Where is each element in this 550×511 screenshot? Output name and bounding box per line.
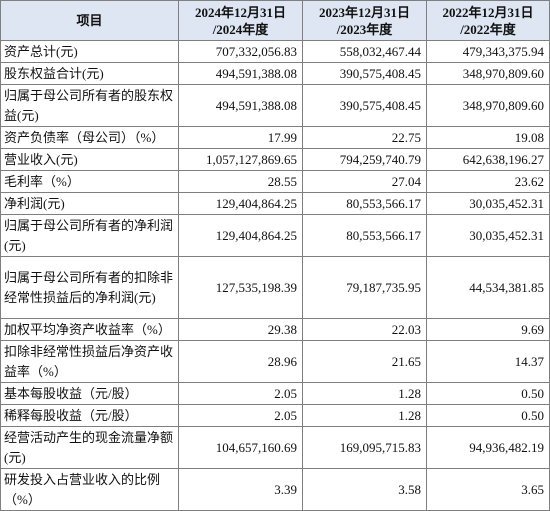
header-row: 项目 2024年12月31日 /2024年度 2023年12月31日 /2023… xyxy=(0,0,550,41)
row-label: 资产总计(元) xyxy=(0,40,179,63)
header-2023-date: 2023年12月31日 xyxy=(318,4,410,20)
table-row: 净利润(元) 129,404,864.25 80,553,566.17 30,0… xyxy=(0,192,550,215)
row-label: 归属于母公司所有者的扣除非经常性损益后的净利润(元) xyxy=(0,256,179,319)
value-2023: 79,187,735.95 xyxy=(302,256,427,319)
value-2024: 494,591,388.08 xyxy=(178,62,303,85)
table-row: 扣除非经常性损益后净资产收益率（%） 28.96 21.65 14.37 xyxy=(0,340,550,383)
row-label: 扣除非经常性损益后净资产收益率（%） xyxy=(0,340,179,383)
row-label: 归属于母公司所有者的股东权益(元) xyxy=(0,84,179,127)
value-2023: 1.28 xyxy=(302,404,427,427)
value-2023: 1.28 xyxy=(302,382,427,405)
value-2022: 3.65 xyxy=(426,468,550,511)
value-2024: 2.05 xyxy=(178,382,303,405)
value-2022: 9.69 xyxy=(426,318,550,341)
value-2024: 129,404,864.25 xyxy=(178,192,303,215)
row-label: 营业收入(元) xyxy=(0,148,179,171)
value-2024: 2.05 xyxy=(178,404,303,427)
value-2022: 348,970,809.60 xyxy=(426,62,550,85)
table-row: 归属于母公司所有者的扣除非经常性损益后的净利润(元) 127,535,198.3… xyxy=(0,256,550,319)
value-2024: 104,657,160.69 xyxy=(178,426,303,469)
header-2022-date: 2022年12月31日 xyxy=(442,4,534,20)
value-2024: 3.39 xyxy=(178,468,303,511)
value-2024: 28.55 xyxy=(178,170,303,193)
header-2024: 2024年12月31日 /2024年度 xyxy=(178,0,303,41)
value-2022: 14.37 xyxy=(426,340,550,383)
value-2024: 29.38 xyxy=(178,318,303,341)
table-row: 研发投入占营业收入的比例（%） 3.39 3.58 3.65 xyxy=(0,468,550,511)
value-2024: 28.96 xyxy=(178,340,303,383)
value-2023: 794,259,740.79 xyxy=(302,148,427,171)
value-2023: 3.58 xyxy=(302,468,427,511)
table-row: 加权平均净资产收益率（%） 29.38 22.03 9.69 xyxy=(0,318,550,341)
table-row: 资产总计(元) 707,332,056.83 558,032,467.44 47… xyxy=(0,40,550,63)
row-label: 归属于母公司所有者的净利润(元) xyxy=(0,214,179,257)
header-item: 项目 xyxy=(0,0,179,41)
row-label: 经营活动产生的现金流量净额(元) xyxy=(0,426,179,469)
header-2023: 2023年12月31日 /2023年度 xyxy=(302,0,427,41)
value-2023: 558,032,467.44 xyxy=(302,40,427,63)
row-label: 基本每股收益（元/股） xyxy=(0,382,179,405)
value-2022: 0.50 xyxy=(426,382,550,405)
row-label: 净利润(元) xyxy=(0,192,179,215)
table-row: 归属于母公司所有者的净利润(元) 129,404,864.25 80,553,5… xyxy=(0,214,550,257)
value-2023: 80,553,566.17 xyxy=(302,214,427,257)
header-2024-year: /2024年度 xyxy=(212,21,269,37)
row-label: 研发投入占营业收入的比例（%） xyxy=(0,468,179,511)
header-2022: 2022年12月31日 /2022年度 xyxy=(426,0,550,41)
value-2023: 390,575,408.45 xyxy=(302,84,427,127)
value-2022: 94,936,482.19 xyxy=(426,426,550,469)
header-item-label: 项目 xyxy=(76,13,103,28)
value-2022: 30,035,452.31 xyxy=(426,214,550,257)
value-2024: 17.99 xyxy=(178,126,303,149)
table-row: 毛利率（%） 28.55 27.04 23.62 xyxy=(0,170,550,193)
row-label: 资产负债率（母公司）（%） xyxy=(0,126,179,149)
value-2022: 479,343,375.94 xyxy=(426,40,550,63)
value-2024: 494,591,388.08 xyxy=(178,84,303,127)
value-2022: 23.62 xyxy=(426,170,550,193)
table-row: 资产负债率（母公司）（%） 17.99 22.75 19.08 xyxy=(0,126,550,149)
header-2024-date: 2024年12月31日 xyxy=(194,4,286,20)
table-row: 股东权益合计(元) 494,591,388.08 390,575,408.45 … xyxy=(0,62,550,85)
value-2023: 80,553,566.17 xyxy=(302,192,427,215)
table-row: 基本每股收益（元/股） 2.05 1.28 0.50 xyxy=(0,382,550,405)
table-row: 归属于母公司所有者的股东权益(元) 494,591,388.08 390,575… xyxy=(0,84,550,127)
value-2022: 348,970,809.60 xyxy=(426,84,550,127)
header-2023-year: /2023年度 xyxy=(336,21,393,37)
value-2023: 22.75 xyxy=(302,126,427,149)
value-2022: 642,638,196.27 xyxy=(426,148,550,171)
value-2022: 30,035,452.31 xyxy=(426,192,550,215)
value-2023: 27.04 xyxy=(302,170,427,193)
row-label: 加权平均净资产收益率（%） xyxy=(0,318,179,341)
value-2023: 169,095,715.83 xyxy=(302,426,427,469)
header-2022-year: /2022年度 xyxy=(460,21,516,37)
value-2024: 127,535,198.39 xyxy=(178,256,303,319)
row-label: 股东权益合计(元) xyxy=(0,62,179,85)
value-2024: 707,332,056.83 xyxy=(178,40,303,63)
value-2022: 0.50 xyxy=(426,404,550,427)
table-row: 稀释每股收益（元/股） 2.05 1.28 0.50 xyxy=(0,404,550,427)
value-2023: 21.65 xyxy=(302,340,427,383)
table-row: 营业收入(元) 1,057,127,869.65 794,259,740.79 … xyxy=(0,148,550,171)
value-2024: 129,404,864.25 xyxy=(178,214,303,257)
row-label: 稀释每股收益（元/股） xyxy=(0,404,179,427)
value-2023: 390,575,408.45 xyxy=(302,62,427,85)
row-label: 毛利率（%） xyxy=(0,170,179,193)
table-row: 经营活动产生的现金流量净额(元) 104,657,160.69 169,095,… xyxy=(0,426,550,469)
value-2022: 19.08 xyxy=(426,126,550,149)
value-2024: 1,057,127,869.65 xyxy=(178,148,303,171)
value-2022: 44,534,381.85 xyxy=(426,256,550,319)
value-2023: 22.03 xyxy=(302,318,427,341)
